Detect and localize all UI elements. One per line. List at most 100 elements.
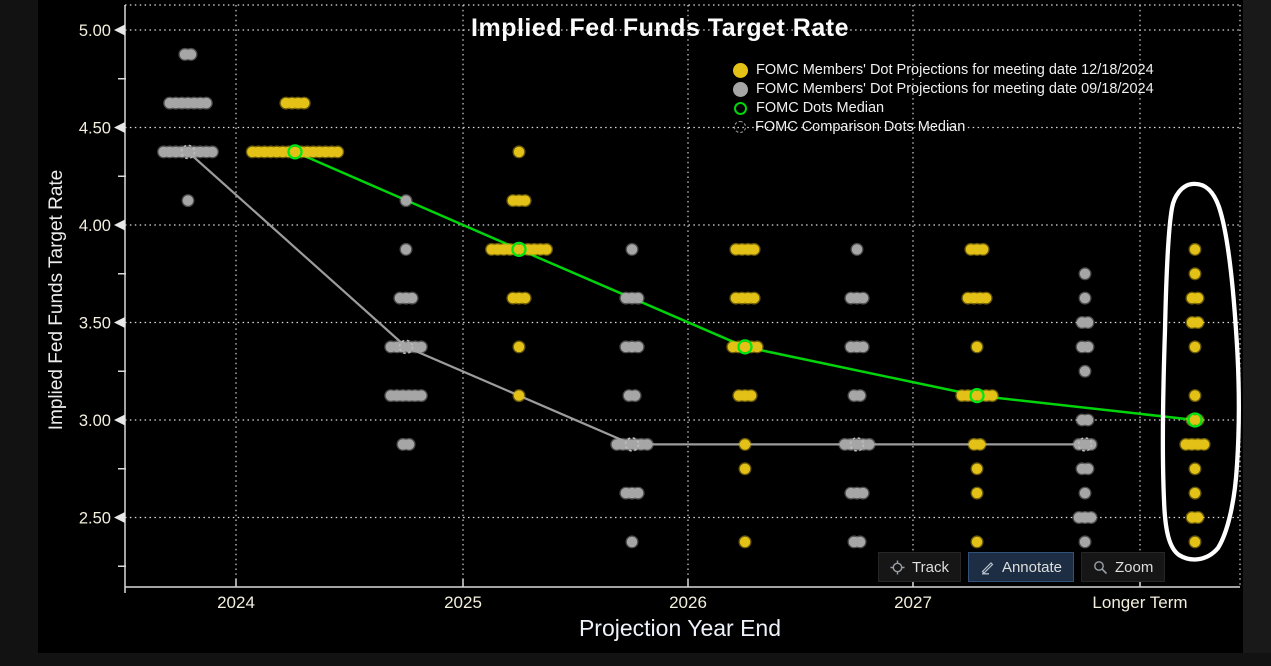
magnifier-icon [1093,560,1108,575]
fomc-dot [1197,437,1211,451]
legend: FOMC Members' Dot Projections for meetin… [733,62,1154,135]
fomc-dot [518,194,532,208]
fomc-dot [853,535,867,549]
fomc-dot [1081,413,1095,427]
fomc-dot [738,462,752,476]
fomc-dot [625,242,639,256]
fomc-dot [518,291,532,305]
fomc-dot [853,389,867,403]
fomc-dot [402,437,416,451]
fomc-dot [205,145,219,159]
fomc-dot [1191,510,1205,524]
fomc-dot [405,291,419,305]
median-lines [187,150,1196,446]
comparison-median-ring [849,437,865,452]
legend-item-sep-dots[interactable]: FOMC Members' Dot Projections for meetin… [733,81,1154,97]
legend-item-dots-median[interactable]: FOMC Dots Median [733,100,1154,116]
hand-drawn-annotation-circle [1160,181,1241,562]
fomc-dot [747,242,761,256]
x-tick-label: 2024 [217,593,255,612]
fomc-dot [539,242,553,256]
dec-median-line [294,150,1196,422]
fomc-dot [747,291,761,305]
chart-toolbar: Track Annotate Zoom [878,552,1166,582]
fomc-dot [985,389,999,403]
fomc-dot [738,535,752,549]
legend-label: FOMC Comparison Dots Median [755,119,966,135]
fomc-dot [399,194,413,208]
fomc-dot [856,486,870,500]
chart-title: Implied Fed Funds Target Rate [471,14,849,42]
fomc-dot [850,242,864,256]
comparison-median-ring [398,339,414,355]
fomc-dot [628,389,642,403]
y-tick-label: 3.50 [79,315,111,333]
fomc-dot [970,340,984,354]
legend-item-dec-dots[interactable]: FOMC Members' Dot Projections for meetin… [733,62,1154,78]
fomc-dot [979,291,993,305]
fomc-dot [976,242,990,256]
fomc-dot [199,96,213,110]
x-tick-label: 2026 [669,593,707,612]
fomc-dot [970,462,984,476]
fomc-dot [1078,267,1092,281]
median-ring [511,241,527,258]
fomc-dot [1081,340,1095,354]
fomc-dot [856,340,870,354]
fomc-dot [1191,315,1205,329]
fomc-dot [1188,462,1202,476]
fomc-dot [1188,267,1202,281]
track-button[interactable]: Track [878,552,961,582]
legend-label: FOMC Members' Dot Projections for meetin… [756,62,1154,78]
fomc-dot [1188,389,1202,403]
y-tick-label: 4.50 [79,120,111,138]
fomc-dot [1078,291,1092,305]
fomc-dot [862,437,876,451]
fomc-dot [1078,535,1092,549]
zoom-button-label: Zoom [1115,558,1154,576]
fomc-dot [640,437,654,451]
gray-dot-icon [733,81,748,97]
fomc-dot [1188,486,1202,500]
fomc-dot [414,340,428,354]
pencil-icon [980,560,995,575]
fomc-dot [414,389,428,403]
fomc-dot [750,340,764,354]
zoom-button[interactable]: Zoom [1081,552,1166,582]
x-tick-label: 2025 [444,593,482,612]
fomc-dot [970,486,984,500]
legend-label: FOMC Members' Dot Projections for meetin… [756,81,1154,97]
median-ring [287,144,303,160]
fomc-dot [1081,315,1095,329]
comparison-median-ring [1077,437,1093,452]
annotate-button[interactable]: Annotate [967,552,1075,582]
track-button-label: Track [912,558,949,576]
fomc-dot [631,340,645,354]
legend-item-comparison-median[interactable]: FOMC Comparison Dots Median [733,119,1154,135]
x-tick-label: 2027 [894,593,932,612]
fomc-dot [1188,340,1202,354]
fomc-dot [1191,291,1205,305]
fomc-dot [631,486,645,500]
median-ring [737,339,753,355]
fomc-dot [181,194,195,208]
median-ring [969,387,985,404]
median-ring [1187,412,1203,428]
right-margin-strip [1243,0,1271,666]
fomc-dot [973,437,987,451]
bottom-margin-strip [0,653,1271,666]
green-open-circle-icon [734,101,747,115]
fomc-dot [1081,462,1095,476]
left-margin-strip [0,0,38,666]
fomc-dot [1188,535,1202,549]
y-tick-label: 4.00 [79,217,111,235]
fomc-dot [297,96,311,110]
fomc-dot [512,145,526,159]
y-tick-label: 3.00 [79,412,111,430]
fomc-dot [1078,486,1092,500]
x-axis-title: Projection Year End [578,615,782,641]
fomc-dot [738,437,752,451]
crosshair-icon [890,560,905,575]
